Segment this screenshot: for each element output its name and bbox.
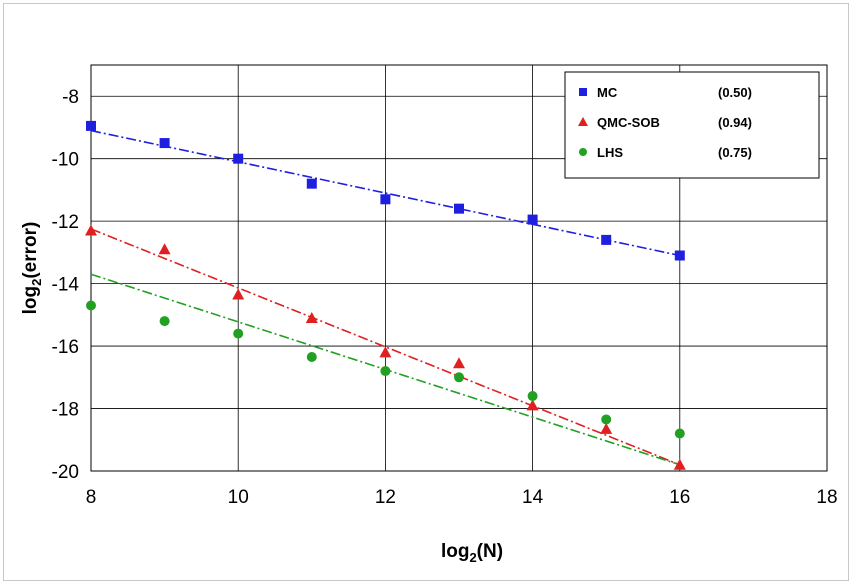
x-tick-label: 12: [375, 487, 396, 508]
y-tick-label: -8: [62, 87, 79, 108]
legend-label: MC: [597, 85, 618, 100]
x-axis-label-sub: 2: [469, 550, 476, 565]
point-qmc-sob: [453, 357, 465, 369]
legend-rate: (0.75): [718, 145, 752, 160]
point-qmc-sob: [379, 346, 392, 358]
x-axis-label-post: (N): [477, 541, 503, 562]
y-tick-label: -14: [52, 275, 80, 296]
y-axis-label-sub: 2: [29, 279, 44, 286]
y-axis-label-post: (error): [20, 222, 41, 279]
point-mc: [380, 194, 391, 205]
point-mc: [86, 120, 96, 131]
x-axis-label: log2(N): [441, 541, 503, 565]
chart-frame: [3, 3, 849, 581]
point-mc: [601, 234, 612, 245]
x-tick-label: 14: [522, 487, 544, 508]
y-axis-label-pre: log: [20, 286, 41, 315]
point-qmc-sob: [600, 422, 613, 434]
y-tick-labels: -8 -10 -12 -14 -16 -18 -20: [52, 87, 80, 483]
point-mc: [674, 250, 685, 261]
legend-marker-mc: [579, 88, 587, 96]
x-tick-label: 16: [669, 487, 690, 508]
point-qmc-sob: [673, 458, 686, 470]
x-tick-label: 18: [816, 487, 837, 508]
x-tick-labels: 8 10 12 14 16 18: [86, 487, 838, 508]
y-tick-label: -12: [52, 212, 79, 233]
legend-rate: (0.94): [718, 115, 752, 130]
legend-rate: (0.50): [718, 85, 752, 100]
x-axis-label-pre: log: [441, 541, 470, 562]
point-lhs: [380, 366, 391, 377]
point-lhs: [674, 428, 685, 439]
point-lhs: [601, 414, 612, 425]
legend-label: QMC-SOB: [597, 115, 660, 130]
point-lhs: [527, 391, 538, 402]
point-lhs: [159, 316, 170, 327]
y-tick-label: -20: [52, 462, 79, 483]
point-mc: [527, 214, 538, 225]
point-lhs: [233, 328, 244, 339]
plot-border: [90, 64, 828, 472]
point-mc: [454, 203, 464, 214]
y-tick-label: -18: [52, 400, 79, 421]
point-qmc-sob: [526, 399, 539, 411]
point-lhs: [86, 300, 96, 311]
legend-box: [564, 71, 820, 179]
point-lhs: [454, 372, 464, 383]
point-qmc-sob: [85, 224, 97, 236]
data-points: [85, 120, 686, 470]
y-tick-label: -10: [52, 150, 79, 171]
legend-marker-lhs: [579, 148, 587, 156]
point-qmc-sob: [232, 288, 245, 300]
point-lhs: [306, 352, 317, 363]
legend: MC (0.50) QMC-SOB (0.94) LHS (0.75): [564, 71, 820, 179]
x-tick-label: 8: [86, 487, 97, 508]
point-mc: [306, 178, 317, 189]
x-tick-label: 10: [228, 487, 249, 508]
legend-label: LHS: [597, 145, 623, 160]
fit-line-qmc-sob: [90, 228, 681, 466]
point-qmc-sob: [158, 243, 171, 255]
legend-marker-qmc-sob: [578, 117, 588, 126]
point-mc: [233, 153, 244, 164]
y-axis-label: log2(error): [20, 222, 44, 315]
point-qmc-sob: [305, 311, 318, 323]
point-mc: [159, 138, 170, 149]
y-tick-label: -16: [52, 337, 79, 358]
